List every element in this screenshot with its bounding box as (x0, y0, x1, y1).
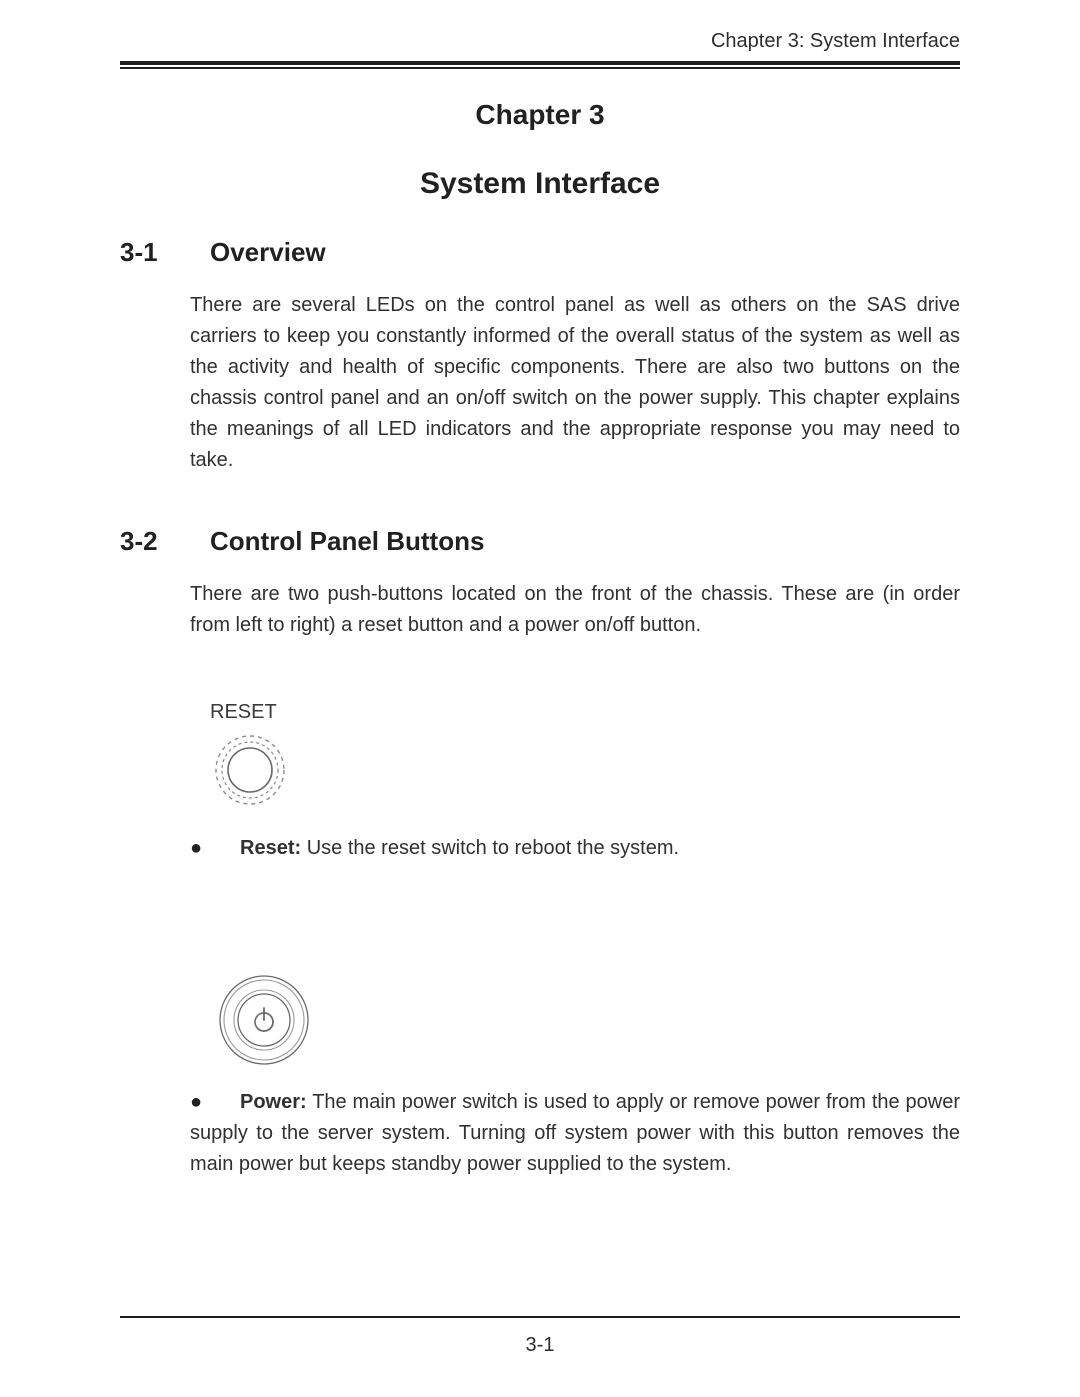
running-head: Chapter 3: System Interface (120, 30, 960, 53)
power-diagram (218, 974, 960, 1071)
section-title: Control Panel Buttons (210, 526, 484, 556)
chapter-number: Chapter 3 (120, 99, 960, 131)
power-bullet-text: Power: The main power switch is used to … (190, 1087, 960, 1180)
section-heading-control-panel-buttons: 3-2Control Panel Buttons (120, 526, 960, 557)
section-num: 3-2 (120, 526, 210, 557)
reset-button-icon (210, 730, 290, 810)
power-bullet: ● Power: The main power switch is used t… (190, 1087, 960, 1180)
section-heading-overview: 3-1Overview (120, 237, 960, 268)
power-bullet-lead: Power: (240, 1091, 307, 1113)
page-number: 3-1 (120, 1334, 960, 1357)
chapter-title: System Interface (120, 167, 960, 201)
reset-bullet: ● Reset: Use the reset switch to reboot … (190, 833, 960, 864)
section-body-overview: There are several LEDs on the control pa… (190, 290, 960, 476)
power-button-icon (218, 974, 310, 1066)
footer-rule (120, 1316, 960, 1318)
reset-diagram: RESET (210, 701, 960, 815)
header-double-rule (120, 61, 960, 69)
footer: 3-1 (120, 1316, 960, 1357)
section-num: 3-1 (120, 237, 210, 268)
page: Chapter 3: System Interface Chapter 3 Sy… (0, 0, 1080, 1397)
bullet-icon: ● (190, 833, 240, 864)
reset-diagram-label: RESET (210, 701, 960, 724)
reset-bullet-text: Reset: Use the reset switch to reboot th… (240, 833, 960, 864)
reset-bullet-lead: Reset: (240, 837, 301, 859)
section-title: Overview (210, 237, 326, 267)
section-body-control-panel-buttons: There are two push-buttons located on th… (190, 579, 960, 641)
reset-bullet-body: Use the reset switch to reboot the syste… (301, 837, 679, 859)
